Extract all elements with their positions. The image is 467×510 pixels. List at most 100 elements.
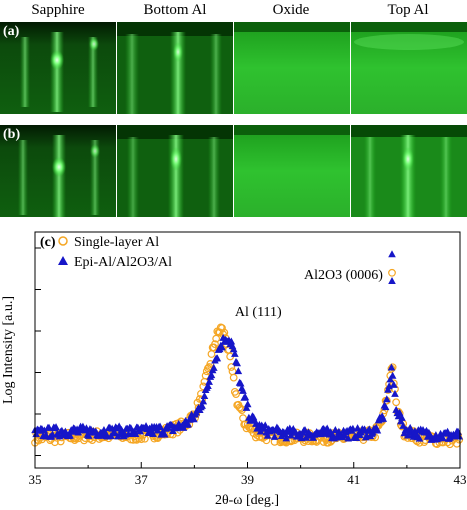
x-tick-label: 41	[347, 472, 360, 487]
data-point	[256, 427, 265, 435]
x-tick-label: 39	[241, 472, 254, 487]
series-single-layer-al	[31, 268, 464, 449]
data-point	[301, 425, 309, 433]
data-point	[395, 408, 404, 416]
data-point	[373, 426, 382, 434]
data-point	[204, 364, 212, 373]
panel-label-b: (b)	[3, 127, 21, 142]
data-point	[287, 431, 295, 439]
data-point	[229, 373, 238, 382]
x-tick-label: 37	[135, 472, 149, 487]
rheed-images-b	[0, 125, 467, 217]
data-point	[231, 349, 239, 357]
data-point	[100, 425, 108, 433]
data-point	[131, 429, 140, 437]
data-point	[236, 379, 245, 387]
data-point	[210, 363, 218, 371]
data-point	[415, 434, 424, 442]
data-point	[220, 328, 229, 337]
data-point	[84, 431, 93, 439]
data-point	[282, 434, 291, 442]
legend-label-single-layer: Single-layer Al	[74, 235, 159, 250]
x-axis-label: 2θ-ω [deg.]	[215, 493, 279, 508]
data-point	[391, 389, 399, 397]
data-point	[443, 427, 452, 435]
data-point	[229, 345, 238, 353]
data-point	[234, 367, 243, 375]
data-point	[206, 360, 215, 368]
data-point	[388, 277, 396, 285]
legend-label-epi: Epi-Al/Al2O3/Al	[74, 255, 172, 270]
data-point	[239, 386, 247, 394]
panel-label-c: (c)	[40, 235, 56, 250]
data-point	[204, 381, 212, 389]
data-point	[198, 401, 206, 409]
data-point	[388, 250, 396, 258]
rheed-row-b: (b)	[0, 125, 467, 217]
data-point	[232, 390, 240, 398]
data-point	[140, 434, 149, 443]
chart-marks	[31, 250, 464, 449]
data-point	[149, 429, 157, 437]
data-point	[211, 340, 219, 349]
x-tick-label: 35	[29, 472, 42, 487]
data-point	[321, 429, 329, 437]
legend-marker-single-layer	[58, 236, 68, 246]
legend: Single-layer Al Epi-Al/Al2O3/Al	[58, 235, 172, 270]
data-point	[398, 413, 406, 421]
chart-axes: 35 37 39 41 43	[29, 247, 467, 487]
data-point	[344, 434, 353, 442]
rheed-row-a: (a)	[0, 22, 467, 114]
column-label-bottom-al: Bottom Al	[143, 2, 207, 18]
data-point	[261, 421, 270, 429]
data-point	[207, 371, 216, 379]
data-point	[227, 363, 236, 371]
data-point	[352, 433, 361, 441]
data-point	[66, 431, 74, 439]
xrd-chart: 35 37 39 41 43 (c) Single-layer Al Epi-Al/Al…	[1, 231, 467, 508]
data-point	[241, 393, 250, 401]
data-point	[379, 414, 388, 422]
data-point	[387, 363, 396, 371]
data-point	[213, 354, 222, 362]
data-point	[281, 430, 289, 438]
data-point	[52, 423, 60, 431]
data-point	[199, 397, 208, 405]
data-point	[382, 395, 391, 403]
data-point	[388, 371, 397, 379]
data-point	[218, 343, 226, 351]
data-point	[270, 432, 279, 440]
data-point	[40, 426, 49, 434]
series-epi-al	[31, 250, 464, 443]
data-point	[209, 343, 218, 352]
data-point	[184, 420, 192, 428]
data-point	[200, 392, 209, 400]
data-point	[381, 403, 390, 411]
data-point	[242, 403, 251, 411]
x-tick-label: 43	[454, 472, 467, 487]
data-point	[263, 431, 272, 439]
data-point	[388, 268, 396, 277]
annotation-al2o3-0006: Al2O3 (0006)	[304, 268, 383, 283]
data-point	[205, 377, 213, 385]
column-label-top-al: Top Al	[387, 2, 429, 18]
annotation-al-111: Al (111)	[235, 305, 282, 320]
rheed-images-a	[0, 22, 467, 114]
data-point	[243, 400, 252, 408]
data-point	[390, 380, 398, 388]
data-point	[386, 375, 395, 383]
data-point	[406, 423, 414, 431]
panel-label-a: (a)	[3, 24, 20, 39]
data-point	[227, 337, 236, 345]
data-point	[455, 432, 464, 440]
data-point	[207, 350, 216, 358]
data-point	[353, 424, 362, 432]
data-point	[392, 398, 401, 407]
data-point	[160, 430, 169, 438]
data-point	[233, 359, 241, 367]
data-point	[110, 428, 119, 436]
data-point	[190, 415, 198, 423]
data-point	[156, 422, 164, 430]
data-point	[439, 434, 447, 442]
column-label-oxide: Oxide	[272, 2, 310, 18]
